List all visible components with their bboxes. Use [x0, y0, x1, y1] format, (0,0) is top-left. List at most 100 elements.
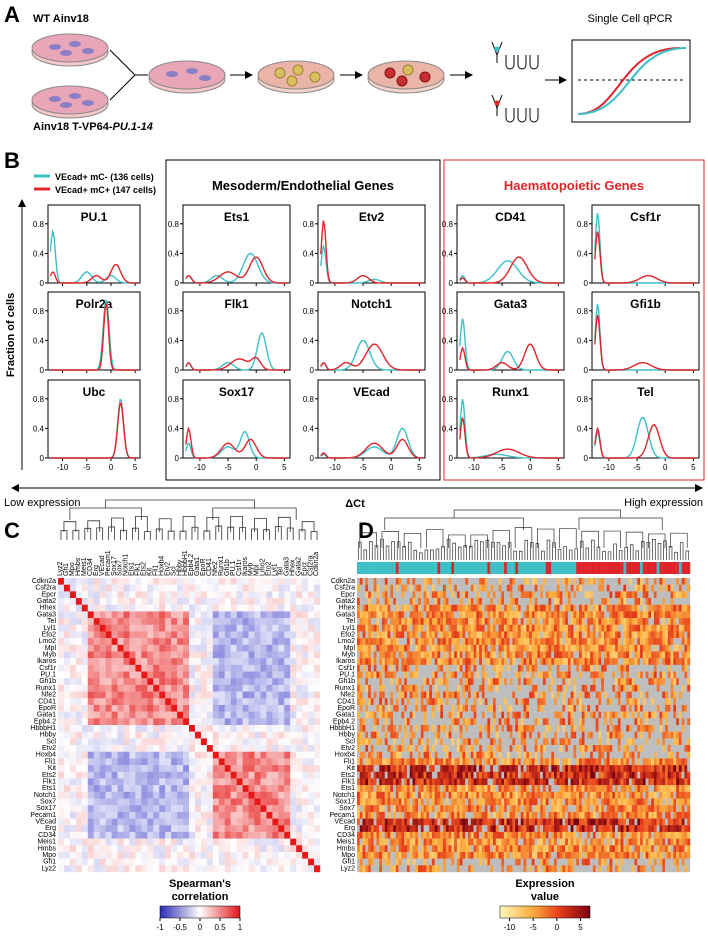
heat-cell	[529, 684, 533, 692]
heat-cell	[254, 751, 261, 759]
heat-cell	[579, 644, 582, 652]
heat-cell	[398, 584, 402, 592]
heat-cell	[615, 591, 619, 599]
heat-cell	[620, 611, 624, 619]
heat-cell	[559, 631, 563, 639]
heat-cell	[81, 818, 88, 826]
heat-cell	[570, 698, 574, 706]
heat-cell	[117, 658, 124, 666]
heat-cell	[537, 718, 541, 726]
heat-cell	[357, 618, 360, 625]
heat-cell	[135, 771, 142, 779]
heat-cell	[626, 678, 630, 686]
heat-cell	[431, 584, 435, 592]
col-label: Gata3	[283, 557, 290, 576]
heat-cell	[373, 604, 377, 612]
heat-cell	[687, 631, 691, 639]
heat-cell	[284, 738, 291, 746]
heat-cell	[314, 651, 321, 659]
heat-cell	[159, 578, 166, 585]
heat-cell	[573, 664, 577, 672]
heat-cell	[272, 631, 279, 639]
heat-cell	[129, 591, 136, 599]
heat-cell	[429, 691, 433, 699]
heat-cell	[640, 725, 644, 732]
heat-cell	[537, 638, 541, 646]
heat-cell	[651, 644, 655, 652]
heat-cell	[290, 751, 297, 759]
heat-cell	[592, 664, 596, 672]
heat-cell	[554, 631, 557, 639]
heat-cell	[567, 711, 571, 719]
heat-cell	[105, 825, 112, 833]
heat-cell	[429, 671, 433, 679]
heat-cell	[523, 604, 527, 612]
heat-cell	[662, 664, 666, 672]
heat-cell	[684, 698, 688, 706]
heat-cell	[456, 691, 460, 699]
heat-cell	[135, 798, 142, 806]
heat-cell	[390, 624, 394, 632]
heat-cell	[587, 584, 591, 592]
heat-cell	[653, 611, 657, 619]
heat-cell	[529, 591, 533, 599]
heat-cell	[443, 664, 446, 672]
heat-cell	[573, 711, 577, 719]
heat-cell	[111, 831, 118, 839]
heat-cell	[562, 618, 566, 625]
heat-cell	[653, 644, 657, 652]
heat-cell	[206, 684, 214, 692]
heat-cell	[598, 638, 602, 646]
wt-label: WT Ainv18	[33, 13, 89, 25]
heat-cell	[678, 725, 682, 732]
heat-cell	[676, 644, 680, 652]
heat-cell	[296, 584, 303, 592]
heat-cell	[135, 618, 142, 625]
heat-cell	[601, 618, 605, 625]
heat-cell	[376, 584, 380, 592]
heat-cell	[412, 678, 416, 686]
heat-cell	[272, 771, 279, 779]
heat-cell	[69, 758, 77, 766]
heat-cell	[434, 631, 438, 639]
heat-cell	[481, 631, 485, 639]
heat-cell	[667, 631, 671, 639]
heat-cell	[260, 865, 267, 873]
heat-cell	[437, 604, 441, 612]
heat-cell	[620, 691, 624, 699]
heat-cell	[362, 711, 366, 719]
heat-cell	[242, 718, 249, 726]
heat-cell	[628, 658, 632, 666]
heat-cell	[153, 658, 160, 666]
row-label: Hhex	[339, 605, 356, 612]
heat-cell	[159, 738, 166, 746]
heat-cell	[93, 818, 100, 826]
heat-cell	[266, 765, 273, 772]
heat-cell	[548, 584, 552, 592]
heat-cell	[615, 598, 619, 605]
heat-cell	[409, 624, 413, 632]
heat-cell	[290, 858, 297, 866]
heat-cell	[676, 598, 680, 605]
heat-cell	[492, 644, 496, 652]
heat-cell	[681, 638, 685, 646]
heat-cell	[665, 578, 668, 585]
heat-cell	[266, 718, 273, 726]
heat-cell	[406, 578, 410, 585]
heat-cell	[642, 684, 646, 692]
heat-cell	[284, 798, 291, 806]
heat-cell	[684, 631, 688, 639]
heat-cell	[290, 818, 297, 826]
heat-cell	[93, 798, 100, 806]
heat-cell	[445, 578, 449, 585]
heat-cell	[445, 671, 449, 679]
heat-cell	[434, 598, 438, 605]
heat-cell	[517, 638, 521, 646]
heat-cell	[189, 771, 196, 779]
heat-cell	[63, 604, 71, 612]
heat-cell	[648, 611, 652, 619]
heat-cell	[609, 698, 613, 706]
heat-cell	[381, 738, 385, 746]
heat-cell	[662, 651, 666, 659]
heat-cell	[69, 845, 77, 853]
